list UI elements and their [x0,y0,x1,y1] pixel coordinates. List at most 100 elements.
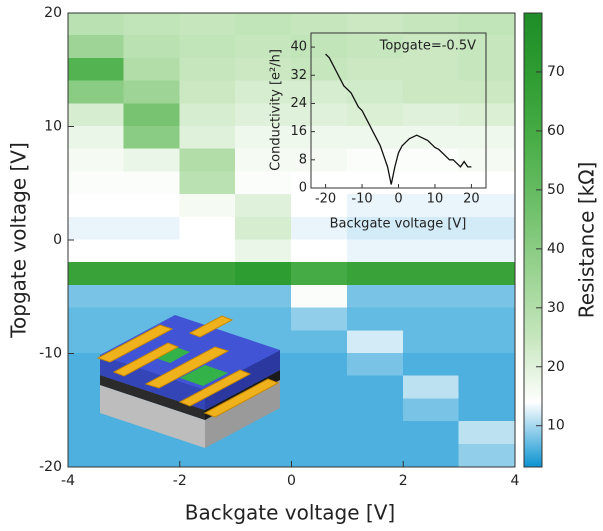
heatmap-cell [180,240,236,263]
heatmap-cell [68,104,124,127]
heatmap-cell [68,308,124,331]
colorbar-tick-label: 70 [547,64,565,80]
heatmap-cell [68,217,124,240]
heatmap-cell [403,376,459,399]
heatmap-cell [459,331,515,354]
heatmap-cell [124,81,180,104]
heatmap-cell [347,308,403,331]
heatmap-cell [124,58,180,81]
heatmap-cell [459,81,515,104]
inset-x-tick-label: -10 [351,192,372,207]
heatmap-cell [68,263,124,286]
heatmap-cell [459,149,515,172]
inset-x-tick-label: 20 [463,192,480,207]
heatmap-cell [124,285,180,308]
heatmap-cell [292,399,348,422]
heatmap-cell [347,263,403,286]
heatmap-cell [403,308,459,331]
heatmap-cell [292,285,348,308]
heatmap-cell [292,308,348,331]
heatmap-cell [347,422,403,445]
heatmap-cell [124,444,180,467]
x-tick-label: 2 [399,473,408,489]
heatmap-cell [403,263,459,286]
heatmap-cell [403,444,459,467]
heatmap-cell [68,444,124,467]
heatmap-cell [347,399,403,422]
inset-y-tick-label: 24 [290,96,307,111]
heatmap-cell [347,376,403,399]
heatmap-cell [459,104,515,127]
heatmap-cell [124,263,180,286]
heatmap-cell [180,104,236,127]
inset-y-tick-label: 8 [299,152,307,167]
heatmap-cell [347,354,403,377]
heatmap-cell [68,149,124,172]
heatmap-cell [403,240,459,263]
heatmap-cell [180,36,236,59]
heatmap-cell [180,172,236,195]
inset-annotation: Topgate=-0.5V [379,39,477,54]
x-axis-label: Backgate voltage [V] [185,501,395,525]
heatmap-cell [180,127,236,150]
heatmap-cell [403,331,459,354]
inset-x-tick-label: 10 [427,192,444,207]
heatmap-cell [292,331,348,354]
heatmap-cell [292,444,348,467]
heatmap-cell [236,172,292,195]
colorbar-tick-label: 30 [547,300,565,316]
heatmap-cell [459,217,515,240]
heatmap-cell [236,285,292,308]
inset-y-tick-label: 16 [290,124,307,139]
colorbar-tick-label: 50 [547,182,565,198]
heatmap-cell [403,81,459,104]
inset-y-tick-label: 0 [299,181,307,196]
colorbar-tick-label: 20 [547,359,565,375]
colorbar-tick-label: 40 [547,241,565,257]
heatmap-cell [180,263,236,286]
heatmap-cell [124,127,180,150]
heatmap-cell [403,399,459,422]
heatmap-cell [180,13,236,36]
colorbar-tick-label: 60 [547,123,565,139]
inset-y-label: Conductivity [e²/h] [269,49,284,171]
figure: Backgate voltage [V] Topgate voltage [V]… [0,0,603,531]
heatmap-cell [347,444,403,467]
heatmap-cell [236,217,292,240]
heatmap-cell [459,127,515,150]
heatmap-cell [124,104,180,127]
heatmap-cell [347,127,403,150]
heatmap-cell [403,149,459,172]
heatmap-cell [236,195,292,218]
heatmap-cell [459,422,515,445]
heatmap-cell [347,58,403,81]
heatmap-cell [347,81,403,104]
colorbar [524,13,542,467]
heatmap-cell [459,285,515,308]
heatmap-cell [68,36,124,59]
heatmap-cell [124,217,180,240]
heatmap-cell [347,331,403,354]
heatmap-cell [459,263,515,286]
heatmap-cell [347,104,403,127]
colorbar-label: Resistance [kΩ] [575,162,599,319]
heatmap-cell [347,240,403,263]
x-tick-label: -4 [61,473,75,489]
heatmap-cell [459,308,515,331]
heatmap-cell [459,13,515,36]
x-tick-label: 0 [287,473,296,489]
y-tick-label: -10 [39,346,62,362]
colorbar-tick-label: 10 [547,418,565,434]
heatmap-cell [236,240,292,263]
inset-x-tick-label: 0 [394,192,402,207]
heatmap-cell [124,36,180,59]
heatmap-cell [68,13,124,36]
heatmap-cell [403,422,459,445]
heatmap-cell [68,285,124,308]
y-tick-label: 20 [44,5,62,21]
heatmap-cell [403,354,459,377]
heatmap-cell [124,13,180,36]
heatmap-cell [68,195,124,218]
heatmap-cell [180,285,236,308]
heatmap-cell [403,58,459,81]
